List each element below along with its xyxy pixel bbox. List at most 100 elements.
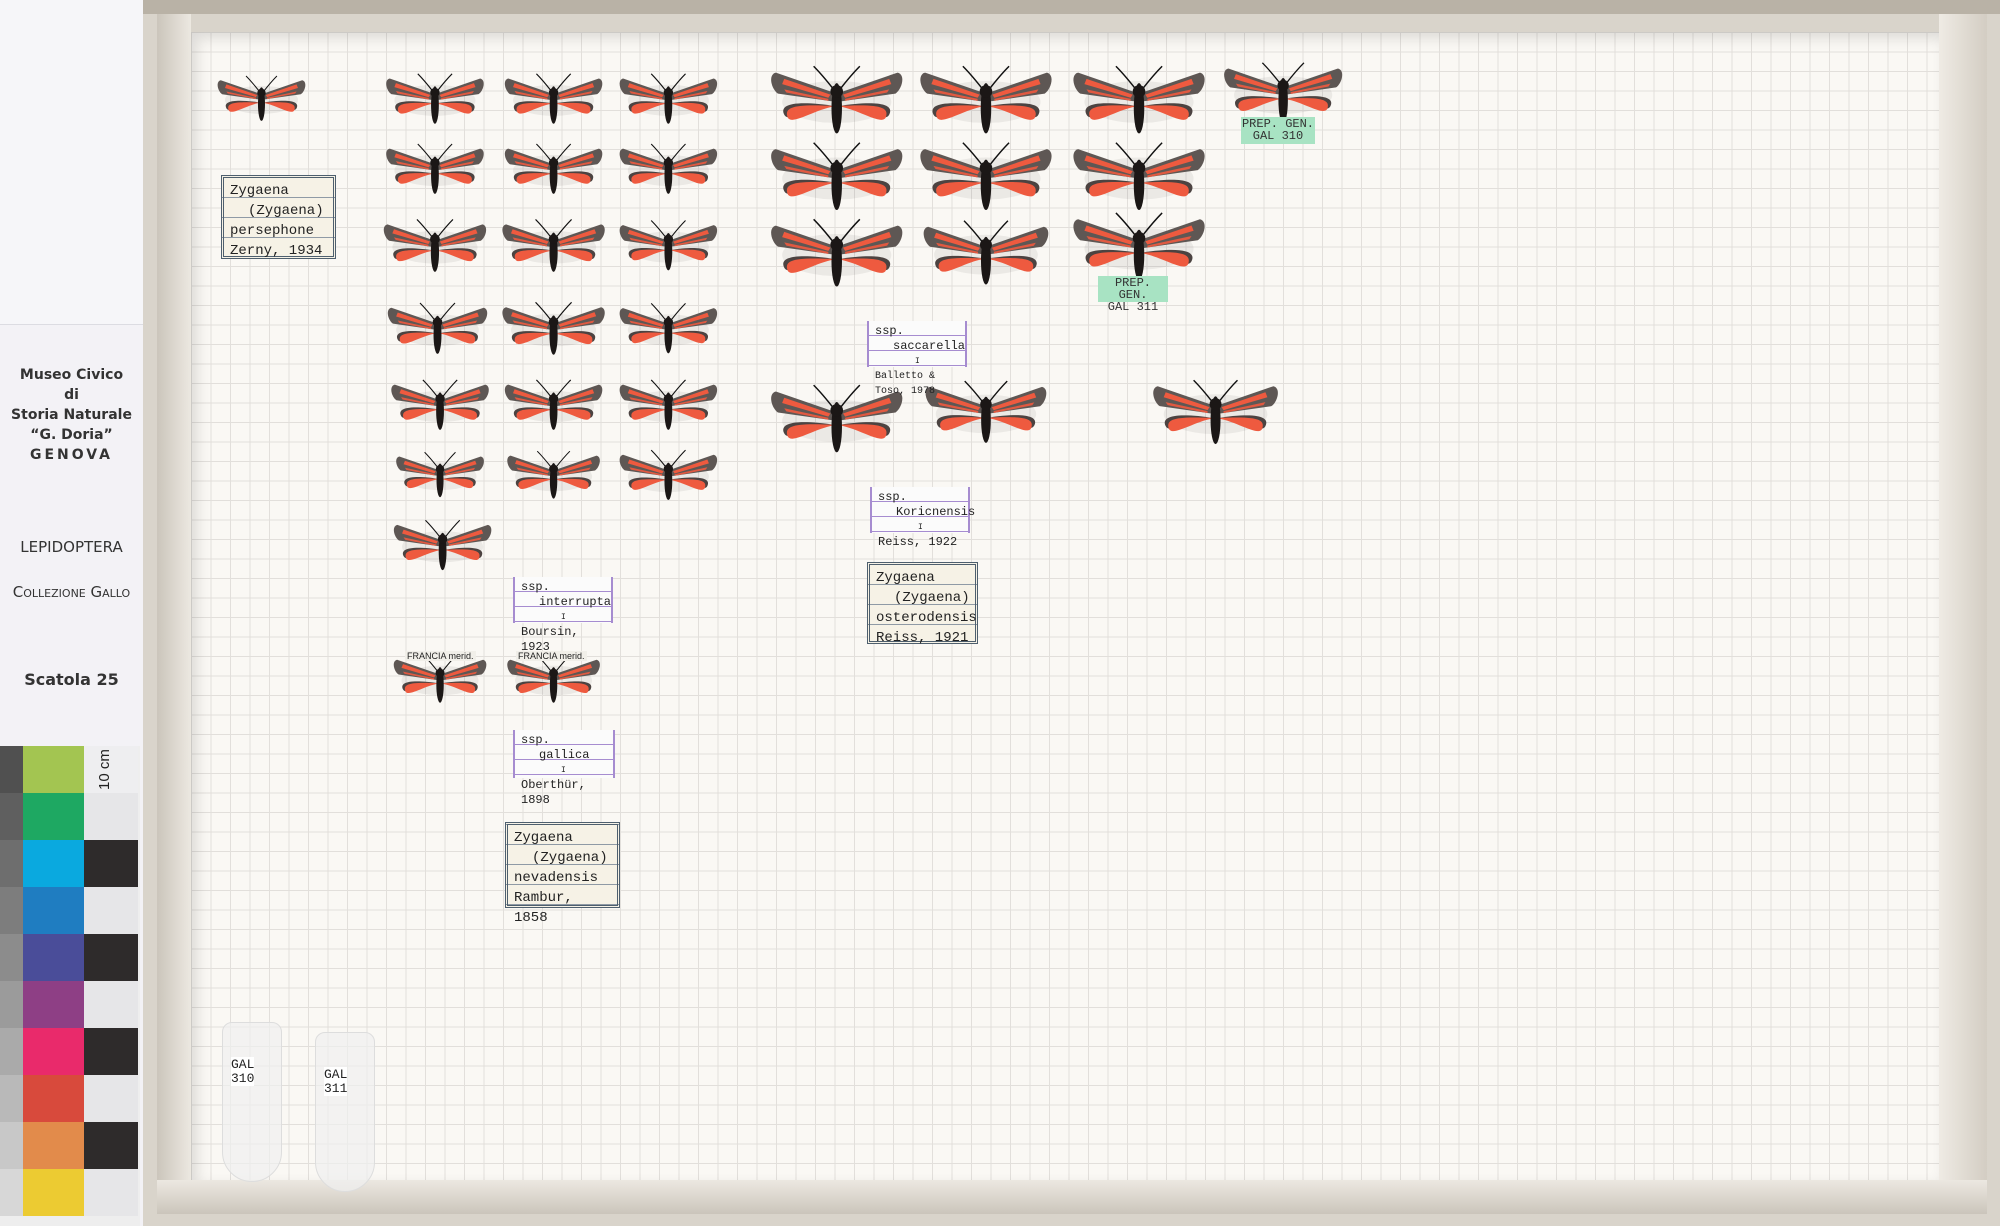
label-line: Zygaena — [876, 570, 935, 586]
box-wall-right — [1939, 14, 1987, 1214]
zygaena-specimen — [1073, 142, 1205, 210]
specimen-data-label: FRANCIA merid. — [405, 651, 476, 661]
ruler-segment — [84, 840, 138, 887]
prep-label-line: GAL 311 — [1107, 300, 1159, 314]
color-patch — [23, 934, 84, 981]
zygaena-specimen — [504, 143, 603, 194]
zygaena-specimen — [386, 143, 484, 194]
ruler-segment — [84, 887, 138, 934]
ruler-segment — [84, 793, 138, 840]
label-line: Zygaena — [230, 183, 289, 199]
zygaena-specimen — [1224, 62, 1343, 124]
color-calibration-chart: 10 cm — [0, 746, 140, 1226]
label-line: osterodensis — [876, 610, 977, 626]
box-wall-top — [143, 0, 2000, 14]
label-line: ssp. — [878, 490, 907, 504]
prep-label-line: PREP. GEN. — [1241, 117, 1314, 131]
box-wall-left — [157, 14, 191, 1214]
label-line: ssp. — [521, 580, 550, 594]
zygaena-specimen — [619, 73, 718, 124]
color-patch — [23, 1169, 84, 1216]
label-line: nevadensis — [514, 870, 599, 886]
label-line: I — [561, 613, 566, 622]
zygaena-specimen — [1073, 65, 1205, 134]
zygaena-specimen — [383, 219, 487, 272]
vial-label-line: GAL — [324, 1067, 348, 1082]
zygaena-specimen — [217, 75, 306, 121]
zygaena-specimen — [504, 379, 603, 430]
label-line: Koricnensis — [896, 505, 976, 519]
ruler-segment — [84, 1169, 138, 1216]
taxon-label-gallica: ssp. gallica I Oberthür, 1898 — [513, 730, 615, 807]
zygaena-specimen — [504, 73, 603, 124]
zygaena-specimen — [393, 654, 487, 703]
zygaena-specimen — [923, 220, 1049, 285]
collection-label: Collezione Gallo — [12, 583, 131, 601]
taxon-label-interrupta: ssp. interrupta I Boursin, 1923 — [513, 577, 613, 654]
box-number: Scatola 25 — [24, 670, 119, 689]
zygaena-specimen — [619, 143, 718, 194]
prep-label-line: GAL 310 — [1252, 129, 1304, 143]
label-line: Boursin, 1923 — [521, 625, 579, 654]
museum-city: GENOVA — [29, 447, 114, 463]
color-patch — [23, 746, 84, 793]
label-line: gallica — [539, 748, 590, 762]
zygaena-specimen — [920, 65, 1052, 134]
vial-label-line: 311 — [324, 1081, 348, 1096]
specimen-box — [143, 0, 2000, 1226]
ruler-segment — [84, 1122, 138, 1169]
genitalia-vial-310: GAL 310 — [222, 1022, 282, 1182]
label-line: Balletto & Toso, 1978 — [875, 371, 936, 397]
label-line: I — [918, 523, 923, 532]
taxon-label-saccarella: ssp. saccarella I Balletto & Toso, 1978 — [867, 321, 967, 397]
label-line: saccarella — [893, 339, 966, 353]
museum-name-1: Museo Civico — [19, 367, 124, 383]
label-line: (Zygaena) — [248, 203, 324, 219]
museum-name-4: “G. Doria” — [30, 427, 113, 443]
zygaena-specimen — [925, 380, 1047, 443]
color-patch — [23, 981, 84, 1028]
order-label: LEPIDOPTERA — [20, 538, 123, 556]
ruler-segment — [84, 934, 138, 981]
museum-name-3: Storia Naturale — [11, 407, 132, 423]
zygaena-specimen — [771, 142, 903, 210]
ruler-segment — [84, 746, 138, 793]
label-line: Rambur, 1858 — [514, 890, 573, 926]
vial-label: GAL 311 — [324, 1067, 348, 1096]
ruler-segment — [84, 1028, 138, 1075]
color-patch — [23, 793, 84, 840]
color-patch — [23, 887, 84, 934]
zygaena-specimen — [387, 302, 488, 354]
museum-name-2: di — [64, 387, 79, 403]
label-line: persephone — [230, 223, 315, 239]
label-line: Reiss, 1921 — [876, 630, 969, 646]
zygaena-specimen — [920, 142, 1052, 210]
zygaena-specimen — [502, 301, 605, 355]
color-patch — [23, 1122, 84, 1169]
zygaena-specimen — [1073, 212, 1205, 281]
zygaena-specimen — [771, 384, 903, 453]
zygaena-specimen — [771, 218, 903, 287]
museum-label-strip: Museo Civico di Storia Naturale “G. Dori… — [0, 0, 143, 1226]
color-patch — [23, 1028, 84, 1075]
zygaena-specimen — [619, 220, 718, 271]
ruler-segment — [84, 1075, 138, 1122]
zygaena-specimen — [619, 449, 718, 501]
label-line: Zerny, 1934 — [230, 243, 323, 259]
vial-label-line: GAL — [231, 1057, 255, 1072]
zygaena-specimen — [619, 303, 718, 354]
label-line: I — [561, 766, 566, 775]
taxon-label-koricnensis: ssp. Koricnensis I Reiss, 1922 — [870, 487, 976, 549]
label-line: (Zygaena) — [894, 590, 970, 606]
strip-blank — [0, 0, 143, 325]
label-line: interrupta — [539, 595, 612, 609]
prep-label-gal310: PREP. GEN. GAL 310 — [1241, 117, 1315, 144]
ruler-segment — [84, 981, 138, 1028]
specimen-data-label: FRANCIA merid. — [516, 651, 587, 661]
zygaena-specimen — [393, 519, 492, 571]
taxon-label-persephone: Zygaena (Zygaena) persephone Zerny, 1934 — [221, 175, 336, 259]
color-patch — [23, 1075, 84, 1122]
box-wall-bottom — [157, 1180, 1987, 1214]
label-line: ssp. — [521, 733, 550, 747]
